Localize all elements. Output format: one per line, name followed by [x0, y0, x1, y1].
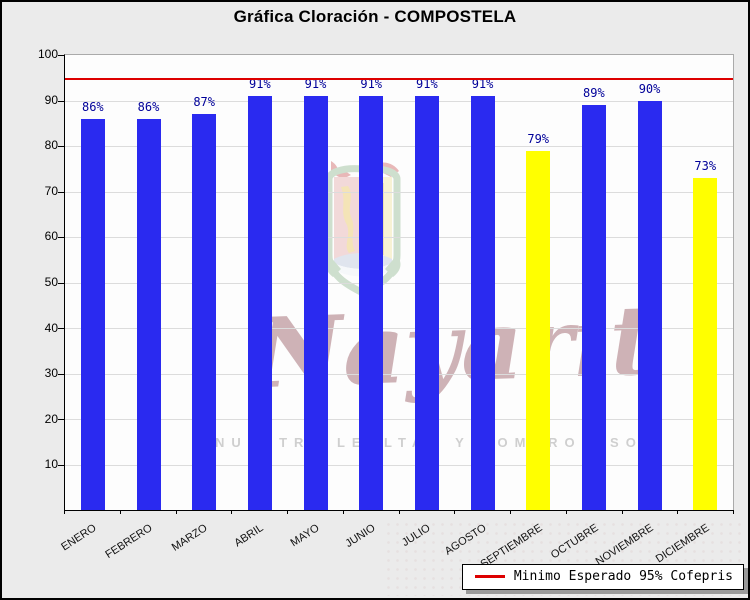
legend-line-swatch: [474, 575, 505, 578]
x-tick-4: [287, 510, 288, 514]
bar-julio: [414, 95, 439, 510]
bar-value-label: 91%: [416, 76, 438, 91]
bar-noviembre: [637, 100, 662, 510]
bar-slot-mayo: 91%: [288, 55, 344, 510]
month-label-agosto: AGOSTO: [442, 522, 489, 558]
y-axis-labels: 10 20 30 40 50 60 70 80 90 100: [20, 47, 58, 510]
month-label-abril: ABRIL: [232, 522, 266, 550]
bar-slot-julio: 91%: [399, 55, 455, 510]
y-tick-70: [58, 191, 64, 193]
bar-value-label: 73%: [694, 158, 717, 173]
y-tick-80: [58, 146, 64, 147]
bar-octubre: [581, 105, 606, 510]
bar-slot-agosto: 91%: [455, 55, 511, 510]
plot-area: Nayarit NUESTRA LEALTAD Y COMPROMISO 86%…: [58, 54, 734, 511]
bar-value-label: 91%: [471, 76, 494, 91]
y-tick-60: [58, 237, 64, 238]
y-tick-label-90: 90: [44, 92, 58, 107]
y-tick-20: [58, 419, 64, 420]
month-label-marzo: MARZO: [170, 522, 210, 554]
y-tick-label-20: 20: [44, 411, 58, 426]
y-tick-label-60: 60: [44, 229, 58, 244]
y-tick-90: [58, 100, 64, 102]
x-tick-11: [677, 510, 679, 514]
x-tick-0: [64, 510, 65, 514]
bar-slot-noviembre: 90%: [622, 55, 678, 510]
bar-value-label: 86%: [137, 99, 160, 114]
month-label-octubre: OCTUBRE: [548, 522, 601, 562]
bar-value-label: 91%: [304, 76, 327, 91]
bar-value-label: 91%: [249, 76, 271, 91]
y-tick-label-50: 50: [44, 275, 58, 289]
month-label-enero: ENERO: [59, 522, 99, 554]
y-tick-30: [58, 373, 64, 375]
y-tick-label-100: 100: [37, 47, 58, 61]
x-tick-9: [565, 510, 567, 514]
y-tick-50: [58, 282, 64, 284]
bar-value-label: 89%: [583, 86, 605, 101]
y-tick-label-10: 10: [44, 457, 58, 472]
y-tick-label-80: 80: [44, 138, 58, 153]
month-label-junio: JUNIO: [342, 522, 378, 551]
gridline-60: [65, 237, 733, 238]
bar-enero: [80, 118, 105, 510]
bar-slot-marzo: 87%: [176, 55, 232, 510]
bar-slot-junio: 91%: [343, 55, 399, 510]
threshold-line: [65, 77, 733, 80]
bar-value-label: 79%: [527, 131, 550, 146]
bar-value-label: 87%: [193, 95, 216, 110]
x-tick-8: [510, 510, 511, 514]
month-label-febrero: FEBRERO: [103, 522, 155, 562]
bar-slot-diciembre: 73%: [677, 55, 733, 510]
bar-abril: [247, 95, 272, 510]
bar-slot-septiembre: 79%: [510, 55, 566, 510]
bar-septiembre: [526, 150, 551, 510]
gridline-80: [65, 146, 733, 147]
legend: Minimo Esperado 95% Cofepris: [461, 564, 744, 590]
gridline-50: [65, 282, 733, 284]
bar-agosto: [470, 95, 495, 510]
bar-slot-abril: 91%: [232, 55, 288, 510]
x-tick-5: [342, 510, 344, 514]
y-tick-10: [58, 464, 64, 466]
gridline-30: [65, 373, 733, 375]
gridline-70: [65, 191, 733, 193]
bar-value-label: 90%: [638, 81, 661, 96]
month-label-diciembre: DICIEMBRE: [653, 522, 712, 566]
bar-slot-enero: 86%: [65, 55, 121, 510]
month-label-mayo: MAYO: [288, 522, 322, 550]
x-tick-1: [119, 510, 121, 514]
gridline-20: [65, 419, 733, 420]
bar-marzo: [192, 114, 217, 510]
bar-value-label: 86%: [81, 99, 104, 114]
x-tick-7: [454, 510, 456, 514]
gridline-90: [65, 100, 733, 102]
bar-junio: [359, 95, 384, 510]
chart-title: Gráfica Cloración - COMPOSTELA: [233, 7, 517, 26]
y-tick-label-70: 70: [44, 183, 58, 198]
bar-slot-febrero: 86%: [121, 55, 177, 510]
bar-value-label: 91%: [360, 76, 383, 91]
x-tick-3: [231, 510, 233, 514]
x-tick-6: [398, 510, 400, 514]
x-tick-2: [175, 510, 177, 514]
bar-slot-octubre: 89%: [566, 55, 622, 510]
gridline-10: [65, 464, 733, 466]
month-label-noviembre: NOVIEMBRE: [594, 522, 656, 569]
y-tick-label-40: 40: [44, 320, 58, 335]
bar-febrero: [136, 118, 161, 510]
y-tick-100: [58, 55, 64, 56]
y-tick-40: [58, 328, 64, 329]
x-axis-labels: ENERO FEBRERO MARZO ABRIL MAYO JUNIO JULIO AGOS…: [59, 510, 734, 580]
month-label-julio: JULIO: [400, 522, 433, 550]
bar-diciembre: [693, 177, 718, 510]
legend-label: Minimo Esperado 95% Cofepris: [513, 569, 733, 584]
x-tick-12: [733, 510, 734, 514]
x-tick-10: [621, 510, 623, 514]
gridline-40: [65, 328, 733, 329]
bars-container: 86% 86% 87% 91% 91% 91% 91% 91% 79% 89% 90% 73%: [65, 55, 733, 510]
y-tick-label-30: 30: [44, 366, 58, 381]
bar-mayo: [303, 95, 328, 510]
